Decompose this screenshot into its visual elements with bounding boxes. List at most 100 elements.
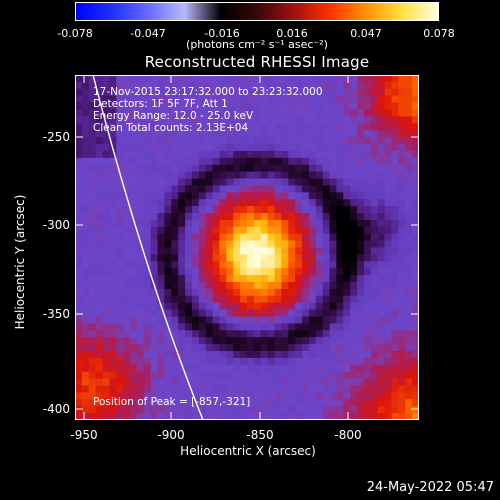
image-pixel [81, 392, 90, 400]
image-pixel [164, 137, 172, 145]
image-pixel [150, 309, 158, 317]
image-pixel [281, 357, 289, 366]
image-pixel [322, 351, 330, 359]
colorbar-tick: 0.078 [423, 27, 455, 40]
image-pixel [226, 378, 234, 386]
image-pixel [219, 357, 227, 366]
image-pixel [350, 254, 358, 262]
image-pixel [95, 219, 103, 228]
image-pixel [116, 268, 124, 276]
image-pixel [205, 219, 213, 228]
image-pixel [247, 178, 255, 186]
image-pixel [253, 261, 262, 269]
image-pixel [191, 323, 200, 331]
image-pixel [240, 109, 248, 117]
image-pixel [315, 109, 324, 117]
image-pixel [343, 364, 351, 373]
image-pixel [205, 206, 213, 214]
image-pixel [377, 81, 385, 90]
image-pixel [164, 157, 172, 166]
image-pixel [143, 247, 152, 255]
image-pixel [88, 316, 97, 324]
image-pixel [109, 330, 117, 338]
image-pixel [123, 288, 131, 297]
peak-position-label: Position of Peak = [-857,-321] [93, 396, 251, 408]
image-pixel [295, 233, 303, 241]
image-pixel [247, 399, 255, 407]
image-pixel [384, 413, 392, 420]
image-pixel [109, 261, 117, 269]
image-pixel [191, 406, 200, 414]
image-pixel [253, 171, 262, 179]
image-pixel [75, 302, 83, 310]
image-pixel [123, 144, 131, 152]
image-pixel [178, 357, 186, 366]
image-pixel [143, 399, 152, 407]
image-pixel [178, 199, 186, 207]
image-pixel [350, 75, 358, 83]
image-pixel [308, 254, 317, 262]
image-pixel [336, 316, 344, 324]
image-pixel [157, 392, 165, 400]
image-pixel [398, 95, 406, 103]
image-pixel [136, 219, 145, 228]
image-pixel [267, 185, 275, 193]
image-pixel [315, 385, 324, 393]
image-pixel [123, 88, 131, 97]
image-pixel [164, 316, 172, 324]
image-pixel [281, 378, 289, 386]
image-pixel [398, 178, 406, 186]
image-pixel [267, 364, 275, 373]
image-pixel [384, 226, 392, 235]
image-pixel [157, 406, 165, 414]
image-pixel [143, 102, 152, 110]
image-pixel [315, 233, 324, 241]
image-pixel [81, 199, 90, 207]
image-pixel [164, 213, 172, 221]
image-pixel [288, 75, 296, 83]
image-pixel [363, 178, 372, 186]
image-pixel [233, 371, 241, 379]
image-pixel [205, 309, 213, 317]
image-pixel [136, 261, 145, 269]
image-pixel [363, 302, 372, 310]
image-pixel [267, 164, 275, 172]
image-pixel [322, 206, 330, 214]
image-pixel [357, 288, 365, 297]
image-pixel [247, 116, 255, 124]
image-pixel [102, 282, 110, 290]
image-pixel [370, 392, 379, 400]
image-pixel [247, 275, 255, 283]
image-pixel [302, 109, 310, 117]
image-pixel [178, 206, 186, 214]
image-pixel [384, 144, 392, 152]
image-pixel [336, 413, 344, 420]
image-pixel [405, 378, 413, 386]
image-pixel [81, 81, 90, 90]
image-pixel [102, 309, 110, 317]
image-pixel [391, 109, 399, 117]
image-pixel [116, 357, 124, 366]
image-pixel [171, 364, 179, 373]
image-pixel [350, 81, 358, 90]
image-pixel [260, 399, 269, 407]
image-pixel [405, 364, 413, 373]
image-pixel [253, 351, 262, 359]
image-pixel [157, 378, 165, 386]
image-pixel [308, 171, 317, 179]
image-pixel [116, 102, 124, 110]
image-pixel [109, 219, 117, 228]
image-pixel [370, 323, 379, 331]
image-pixel [143, 219, 152, 228]
image-pixel [178, 144, 186, 152]
y-tick-label: -400 [42, 402, 70, 416]
image-pixel [164, 275, 172, 283]
image-pixel [281, 282, 289, 290]
image-pixel [219, 302, 227, 310]
image-pixel [88, 275, 97, 283]
image-pixel [212, 247, 220, 255]
image-pixel [302, 385, 310, 393]
image-pixel [75, 157, 83, 166]
image-pixel [219, 130, 227, 138]
image-pixel [198, 95, 207, 103]
